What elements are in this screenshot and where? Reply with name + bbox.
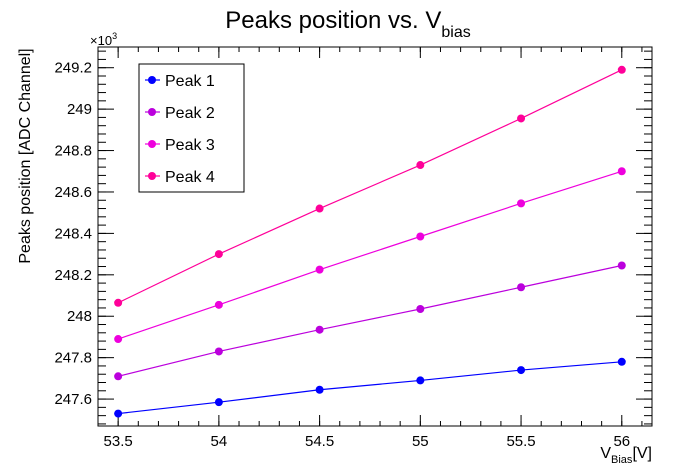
legend-item: Peak 1: [145, 73, 215, 90]
y-tick-label: 248.6: [54, 184, 92, 201]
data-point: [315, 325, 324, 334]
series-line: [118, 264, 622, 377]
x-tick-label: 56: [613, 433, 630, 450]
legend-item: Peak 3: [145, 137, 215, 154]
data-point: [517, 114, 526, 123]
data-point: [517, 283, 526, 292]
legend-label: Peak 2: [165, 105, 215, 122]
legend-label: Peak 4: [165, 169, 215, 186]
legend-marker: [148, 140, 156, 148]
data-point: [315, 265, 324, 274]
x-tick-label: 54: [211, 433, 228, 450]
y-tick-label: 247.6: [54, 391, 92, 408]
data-point: [114, 409, 123, 418]
data-point: [315, 385, 324, 394]
y-tick-label: 248: [67, 308, 92, 325]
x-tick-label: 54.5: [305, 433, 334, 450]
x-tick-label: 53.5: [104, 433, 133, 450]
series-4: [114, 65, 626, 307]
data-point: [416, 376, 425, 385]
data-point: [617, 261, 626, 270]
legend-item: Peak 4: [145, 169, 215, 186]
legend-label: Peak 1: [165, 73, 215, 90]
series-3: [114, 167, 626, 344]
data-point: [416, 232, 425, 241]
legend-box: [138, 63, 245, 193]
y-axis-multiplier: ×103: [90, 31, 117, 48]
data-point: [214, 398, 223, 407]
series-1: [114, 357, 626, 418]
data-point: [517, 366, 526, 375]
data-point: [517, 199, 526, 208]
data-point: [315, 204, 324, 213]
chart-title: Peaks position vs. Vbias: [225, 7, 470, 41]
x-tick-label: 55.5: [506, 433, 535, 450]
data-point: [114, 372, 123, 381]
x-axis-label: VBias[V]: [600, 445, 652, 466]
legend-marker: [148, 76, 156, 84]
series-2: [114, 261, 626, 381]
series-line: [117, 170, 622, 340]
data-point: [214, 300, 223, 309]
y-tick-label: 249.2: [54, 60, 92, 77]
data-point: [416, 161, 425, 170]
data-point: [214, 347, 223, 356]
y-tick-label: 247.8: [54, 350, 92, 367]
data-point: [416, 304, 425, 313]
series-line: [118, 361, 622, 415]
legend-marker: [148, 172, 156, 180]
legend-label: Peak 3: [165, 137, 215, 154]
series-line: [117, 69, 623, 304]
data-point: [617, 167, 626, 176]
data-point: [617, 357, 626, 366]
data-point: [214, 250, 223, 259]
data-point: [617, 65, 626, 74]
x-tick-label: 55: [412, 433, 429, 450]
data-point: [114, 298, 123, 307]
y-tick-label: 248.4: [54, 225, 92, 242]
y-axis-label: Peaks position [ADC Channel]: [17, 48, 34, 263]
legend-item: Peak 2: [145, 105, 215, 122]
y-tick-label: 248.2: [54, 267, 92, 284]
data-point: [114, 335, 123, 344]
y-tick-label: 249: [67, 101, 92, 118]
legend: Peak 1 Peak 2 Peak 3 Peak 4: [138, 63, 245, 193]
y-tick-label: 248.8: [54, 143, 92, 160]
legend-marker: [148, 108, 156, 116]
plot-frame: [97, 46, 653, 427]
